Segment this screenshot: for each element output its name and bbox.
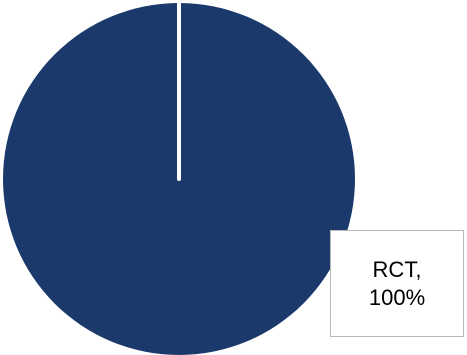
data-label-value: 100% (368, 284, 426, 310)
data-label-rct: RCT, 100% (330, 230, 464, 337)
data-label-name: RCT, (372, 256, 422, 282)
pie-slices (3, 0, 355, 355)
